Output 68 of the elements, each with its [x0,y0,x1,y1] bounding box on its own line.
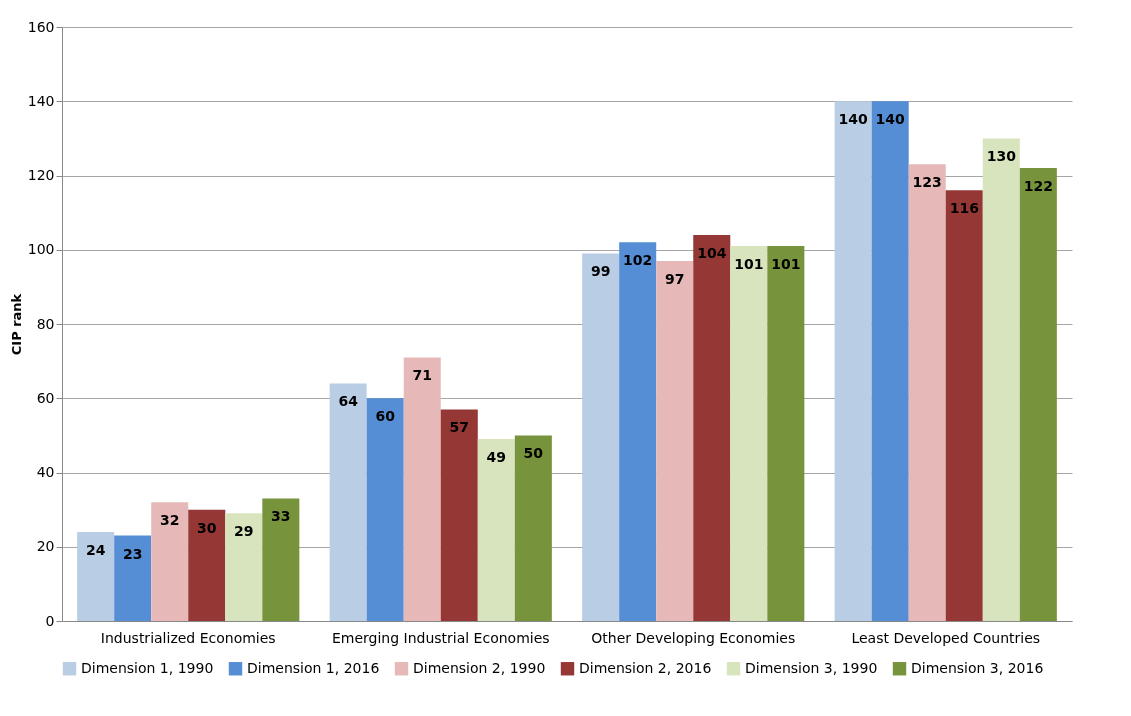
bar [262,498,300,621]
data-label: 33 [271,508,291,525]
y-tick-label: 120 [27,167,55,183]
legend-label: Dimension 1, 1990 [81,659,214,676]
bar [693,234,731,621]
data-label: 23 [122,545,143,562]
data-label: 102 [623,252,653,269]
y-tick-label: 40 [36,464,55,480]
bar [151,502,189,621]
data-label: 140 [875,111,906,128]
bar [188,509,226,621]
data-label: 140 [838,111,869,128]
data-label: 57 [449,419,470,436]
y-tick-label: 80 [36,315,55,332]
bar [619,242,657,621]
data-label: 123 [912,174,942,191]
bar [871,101,909,621]
bar [477,439,515,621]
bar [908,164,946,621]
bar [582,253,620,621]
data-label: 64 [338,393,359,410]
bar [982,138,1020,621]
bar [440,409,478,621]
x-tick-label: Industrialized Economies [100,629,276,646]
legend-label: Dimension 2, 1990 [413,659,546,676]
data-label: 30 [197,519,217,536]
x-tick-label: Emerging Industrial Economies [331,629,550,646]
data-label: 49 [486,449,507,466]
bar [403,357,441,621]
x-tick-label: Other Developing Economies [591,629,796,646]
data-label: 29 [234,523,254,540]
data-label: 101 [771,256,801,273]
y-tick-label: 100 [27,241,55,258]
legend-label: Dimension 3, 2016 [911,659,1044,676]
bar [329,383,367,621]
bar [945,190,983,621]
y-axis-title: CIP rank [8,293,24,356]
y-tick-label: 60 [36,389,55,406]
x-tick-label: Least Developed Countries [851,629,1041,646]
bar [514,435,552,621]
data-label: 116 [949,200,979,217]
legend-label: Dimension 3, 1990 [745,659,878,676]
data-label: 130 [986,148,1017,165]
data-label: 50 [523,445,544,462]
data-label: 24 [85,541,106,558]
data-label: 122 [1023,178,1053,195]
bar [767,246,805,621]
data-label: 104 [697,244,727,261]
bar [114,535,152,621]
data-label: 60 [375,408,396,425]
bar [730,246,768,621]
bar [656,260,694,621]
bar [366,398,404,621]
bar [834,101,872,621]
y-tick-label: 140 [27,92,55,109]
data-label: 71 [412,367,432,384]
legend-label: Dimension 2, 2016 [579,659,712,676]
legend-label: Dimension 1, 2016 [247,659,380,676]
data-label: 32 [159,512,180,529]
data-label: 101 [734,256,764,273]
bar [225,513,263,621]
bar [77,531,115,621]
y-tick-label: 0 [45,612,55,629]
y-tick-label: 20 [36,538,55,555]
y-tick-label: 160 [27,18,55,35]
bar [1019,168,1057,621]
data-label: 97 [664,270,685,287]
data-label: 99 [590,263,611,280]
